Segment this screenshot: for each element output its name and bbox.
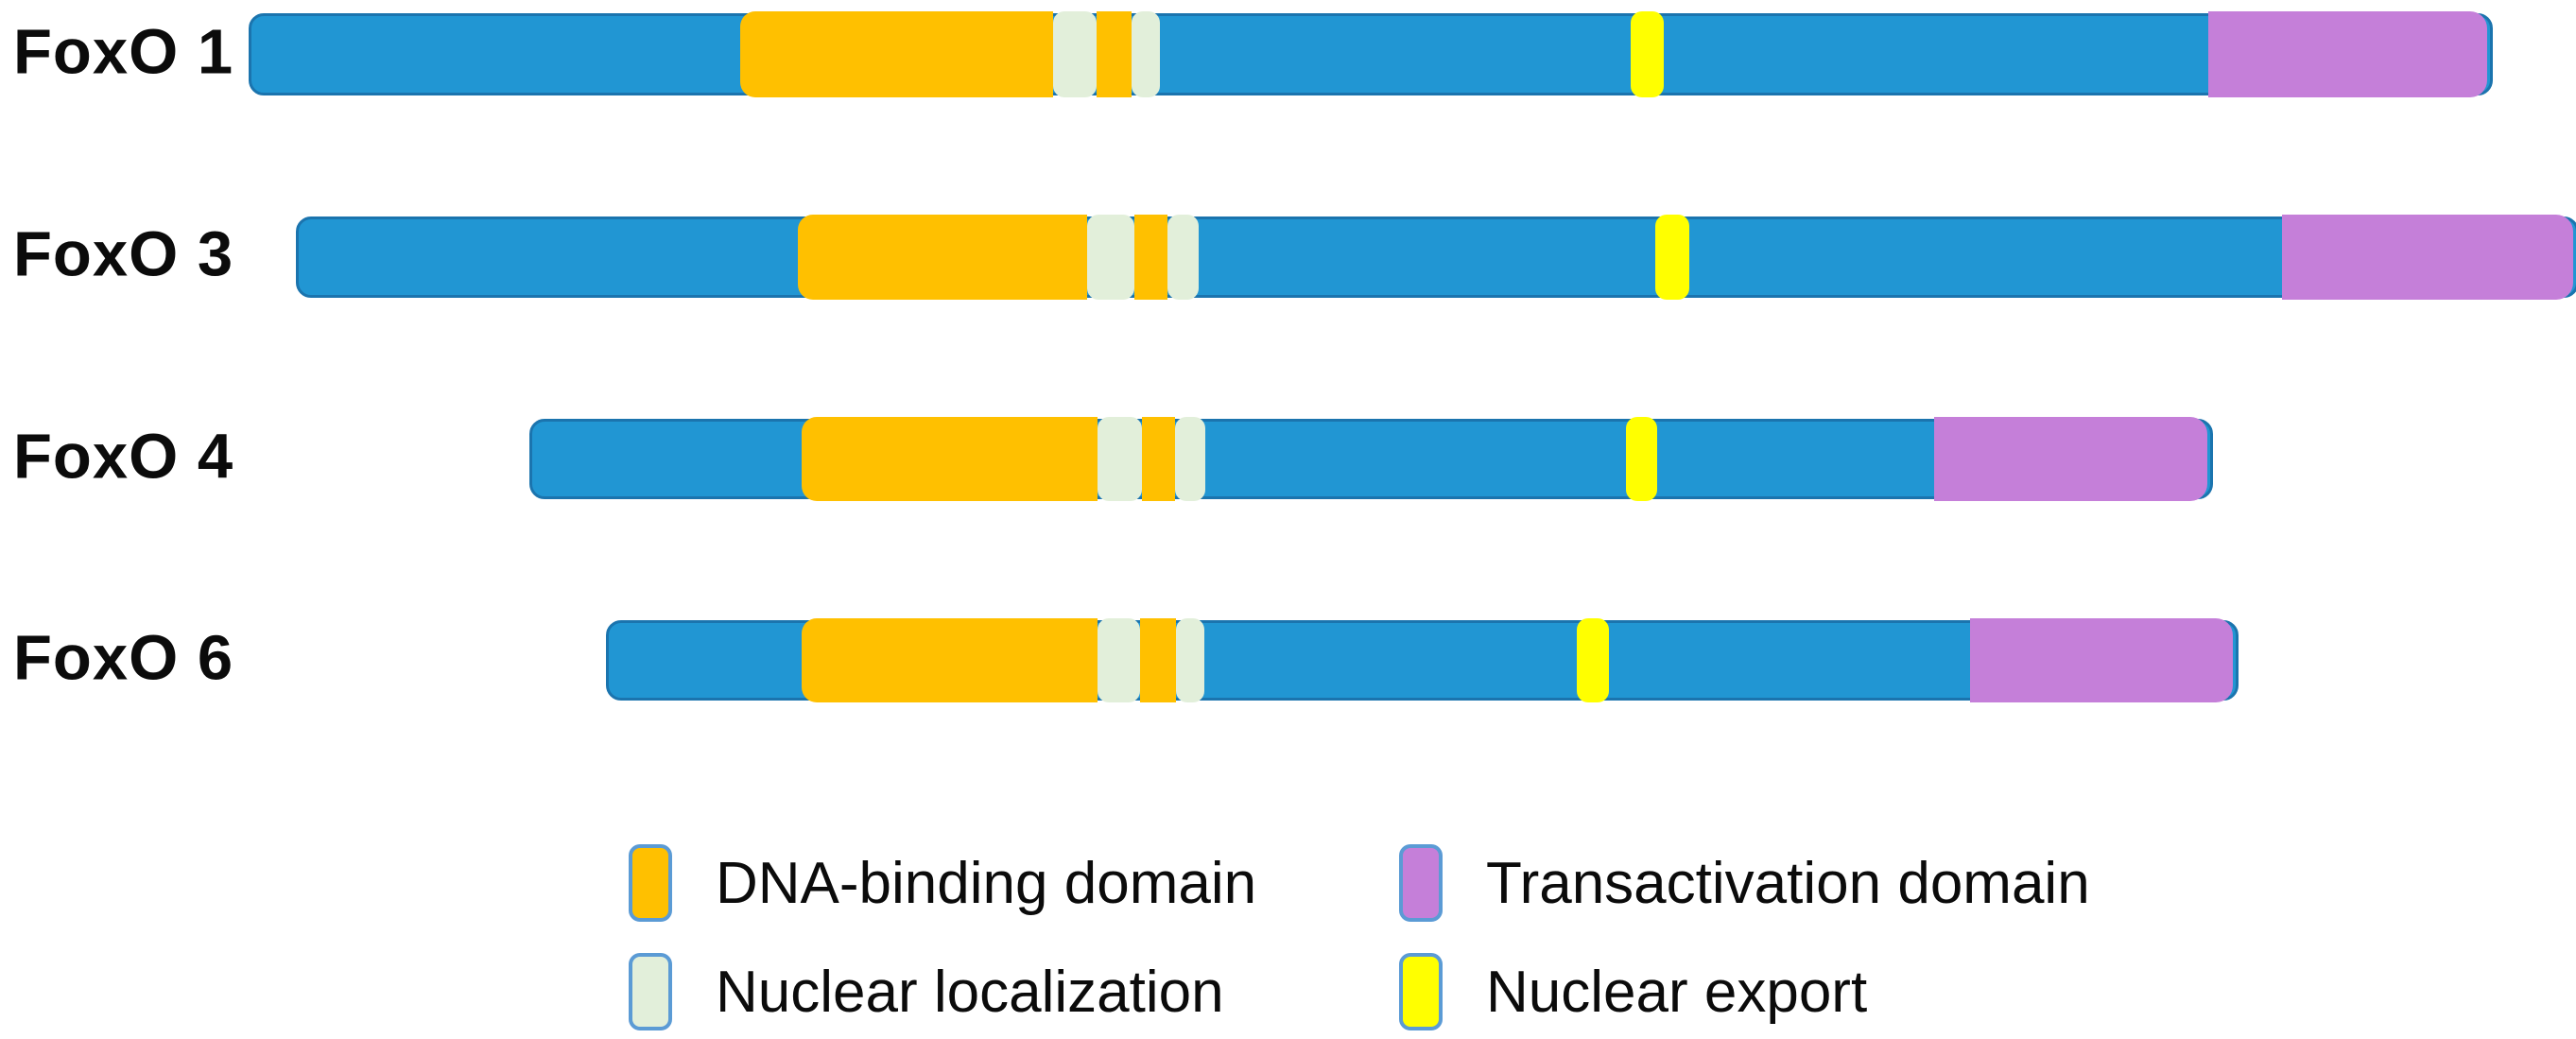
domain-segment-nuclear-localization [1053, 11, 1097, 97]
legend-item: Nuclear export [1399, 953, 1867, 1030]
legend-item: DNA-binding domain [629, 844, 1256, 922]
domain-segment-transactivation-domain [1934, 417, 2207, 501]
domain-segment-transactivation-domain [1970, 618, 2233, 702]
protein-label: FoxO 6 [13, 622, 234, 693]
legend-swatch-transactivation-domain [1399, 844, 1443, 922]
domain-segment-nuclear-export [1577, 618, 1609, 702]
domain-segment-dna-binding-domain [802, 417, 1098, 501]
protein-label: FoxO 1 [13, 16, 234, 87]
domain-segment-transactivation-domain [2208, 11, 2487, 97]
domain-segment-nuclear-export [1631, 11, 1664, 97]
legend-swatch-nuclear-localization [629, 953, 672, 1030]
domain-segment-nuclear-localization [1176, 618, 1204, 702]
legend-item: Nuclear localization [629, 953, 1224, 1030]
protein-bar [529, 417, 2213, 501]
domain-segment-nuclear-localization [1098, 417, 1142, 501]
domain-segment-nuclear-localization [1175, 417, 1205, 501]
legend-swatch-dna-binding-domain [629, 844, 672, 922]
protein-bar [296, 215, 2576, 300]
domain-segment-nuclear-export [1626, 417, 1657, 501]
domain-segment-nuclear-localization [1167, 215, 1199, 300]
domain-segment-nuclear-localization [1087, 215, 1134, 300]
legend-label: Transactivation domain [1486, 850, 2090, 916]
domain-segment-dna-binding-domain [1097, 11, 1132, 97]
legend-label: Nuclear export [1486, 959, 1868, 1025]
domain-segment-nuclear-localization [1098, 618, 1140, 702]
protein-bar [249, 11, 2493, 97]
domain-segment-nuclear-export [1655, 215, 1689, 300]
protein-bar [606, 618, 2239, 702]
protein-label: FoxO 4 [13, 421, 234, 492]
legend-item: Transactivation domain [1399, 844, 2090, 922]
domain-segment-dna-binding-domain [1134, 215, 1167, 300]
domain-segment-dna-binding-domain [740, 11, 1053, 97]
domain-segment-transactivation-domain [2282, 215, 2573, 300]
domain-segment-dna-binding-domain [1142, 417, 1175, 501]
legend-label: DNA-binding domain [716, 850, 1257, 916]
legend-swatch-nuclear-export [1399, 953, 1443, 1030]
domain-segment-dna-binding-domain [802, 618, 1098, 702]
domain-segment-dna-binding-domain [798, 215, 1087, 300]
legend-label: Nuclear localization [716, 959, 1224, 1025]
domain-segment-nuclear-localization [1132, 11, 1160, 97]
domain-segment-dna-binding-domain [1140, 618, 1176, 702]
protein-label: FoxO 3 [13, 218, 234, 290]
